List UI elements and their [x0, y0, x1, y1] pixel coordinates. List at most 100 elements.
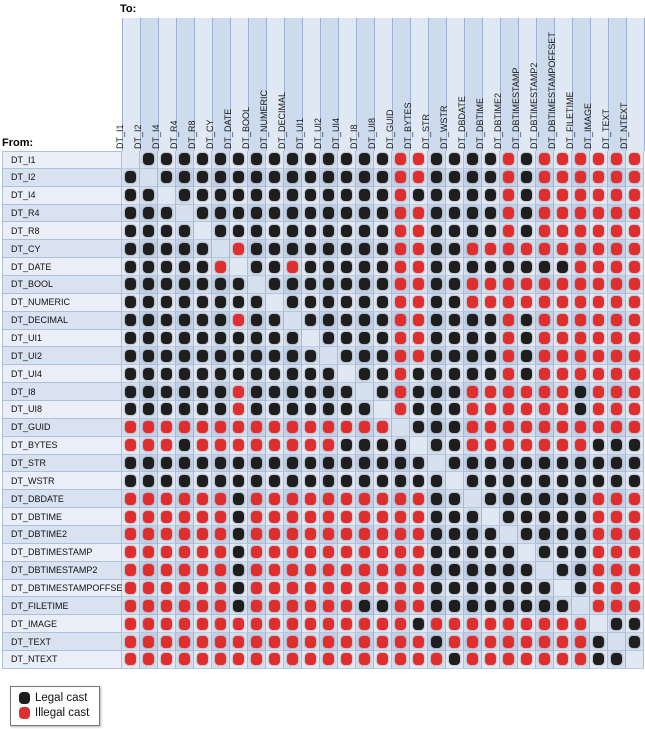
- illegal-cast-dot: [287, 599, 298, 612]
- cell-DT_DBTIMESTAMPOFFSET-to-DT_NTEXT: [626, 579, 644, 598]
- legal-cast-dot: [233, 189, 244, 202]
- legal-cast-dot: [287, 385, 298, 398]
- legal-cast-dot: [485, 582, 496, 595]
- illegal-cast-dot: [143, 599, 154, 612]
- illegal-cast-dot: [593, 599, 604, 612]
- cell-DT_DECIMAL-to-DT_I1: [122, 311, 140, 330]
- illegal-cast-dot: [395, 546, 406, 559]
- cell-DT_BYTES-to-DT_DBTIMESTAMP2: [536, 436, 554, 455]
- illegal-cast-dot: [611, 349, 622, 362]
- cell-DT_I1-to-DT_DATE: [230, 151, 248, 169]
- legal-cast-dot: [503, 474, 514, 487]
- matrix-row-DT_I1: DT_I1: [2, 151, 644, 169]
- matrix-row-DT_I2: DT_I2: [2, 168, 644, 187]
- cell-DT_TEXT-to-DT_DBTIMESTAMP: [518, 633, 536, 652]
- legal-cast-dot: [413, 385, 424, 398]
- illegal-cast-dot: [233, 635, 244, 648]
- cell-DT_I2-to-DT_WSTR: [446, 168, 464, 187]
- cell-DT_I4-to-DT_I1: [122, 186, 140, 205]
- cell-DT_DBDATE-to-DT_GUID: [392, 490, 410, 509]
- cell-DT_STR-to-DT_TEXT: [608, 454, 626, 473]
- legal-cast-dot: [449, 153, 460, 166]
- cell-DT_BYTES-to-DT_I1: [122, 436, 140, 455]
- cell-DT_NTEXT-to-DT_DBTIMESTAMP: [518, 651, 536, 669]
- cell-DT_DATE-to-DT_I8: [356, 258, 374, 277]
- cell-DT_I1-to-DT_BYTES: [410, 151, 428, 169]
- cell-DT_NTEXT-to-DT_DBTIMESTAMP2: [536, 651, 554, 669]
- legal-cast-dot: [431, 224, 442, 237]
- cell-DT_UI1-to-DT_I1: [122, 329, 140, 348]
- legal-cast-dot: [215, 474, 226, 487]
- col-header-DT_CY: DT_CY: [205, 18, 231, 151]
- illegal-cast-dot: [629, 385, 640, 398]
- illegal-cast-dot: [323, 564, 334, 577]
- cell-DT_DBTIMESTAMPOFFSET-to-DT_DBDATE: [464, 579, 482, 598]
- cell-DT_IMAGE-to-DT_NUMERIC: [266, 615, 284, 634]
- legal-cast-dot: [557, 474, 568, 487]
- cell-DT_DBTIME2-to-DT_NUMERIC: [266, 526, 284, 544]
- cell-DT_WSTR-to-DT_UI8: [374, 472, 392, 491]
- cell-DT_I1-to-DT_CY: [212, 151, 230, 169]
- illegal-cast-dot: [611, 332, 622, 345]
- cell-DT_I2-to-DT_DATE: [230, 168, 248, 187]
- cell-DT_DBTIME-to-DT_I4: [158, 508, 176, 527]
- legal-cast-dot: [521, 207, 532, 219]
- cell-DT_IMAGE-to-DT_I8: [356, 615, 374, 634]
- cell-DT_NUMERIC-to-DT_DBDATE: [464, 293, 482, 312]
- legal-cast-dot: [611, 653, 622, 666]
- cell-DT_I1-to-DT_DBTIME: [482, 151, 500, 169]
- cell-DT_IMAGE-to-DT_DBDATE: [464, 615, 482, 634]
- illegal-cast-dot: [521, 439, 532, 452]
- illegal-cast-dot: [575, 421, 586, 434]
- illegal-cast-dot: [233, 242, 244, 255]
- cell-DT_DBTIMESTAMP2-to-DT_I2: [140, 561, 158, 580]
- cell-DT_CY-to-DT_UI8: [374, 240, 392, 259]
- cell-DT_NTEXT-to-DT_DECIMAL: [284, 651, 302, 669]
- legal-cast-dot: [143, 189, 154, 202]
- cell-DT_I1-to-DT_I1: [122, 151, 140, 169]
- legal-cast-dot: [161, 224, 172, 237]
- col-header-DT_DBTIME2: DT_DBTIME2: [493, 18, 519, 151]
- cell-DT_I2-to-DT_IMAGE: [590, 168, 608, 187]
- illegal-cast-dot: [125, 599, 136, 612]
- illegal-cast-dot: [395, 224, 406, 237]
- cell-DT_WSTR-to-DT_DBDATE: [464, 472, 482, 491]
- cast-matrix-grid: DT_I1 DT_I2 DT_I4 DT_R4 DT_R8 DT_CY DT_DATE DT_…: [2, 151, 644, 669]
- cell-DT_TEXT-to-DT_BOOL: [248, 633, 266, 652]
- cell-DT_R4-to-DT_BYTES: [410, 204, 428, 223]
- legal-cast-dot: [521, 457, 532, 470]
- cell-DT_I1-to-DT_DBDATE: [464, 151, 482, 169]
- cell-DT_DBTIME2-to-DT_DBTIME: [482, 526, 500, 544]
- cell-DT_DBTIMESTAMP2-to-DT_UI4: [338, 561, 356, 580]
- from-axis-label: From:: [2, 137, 34, 149]
- legal-cast-dot: [341, 314, 352, 327]
- illegal-cast-dot: [215, 260, 226, 273]
- illegal-cast-dot: [179, 528, 190, 541]
- cell-DT_I1-to-DT_NTEXT: [626, 151, 644, 169]
- illegal-cast-dot: [629, 296, 640, 309]
- cell-DT_I8-to-DT_R8: [194, 383, 212, 402]
- illegal-cast-dot: [395, 492, 406, 505]
- cell-DT_STR-to-DT_DECIMAL: [284, 454, 302, 473]
- illegal-cast-dot: [503, 635, 514, 648]
- illegal-cast-dot: [179, 617, 190, 630]
- illegal-cast-dot: [611, 189, 622, 202]
- legal-cast-dot: [215, 278, 226, 291]
- cell-DT_IMAGE-to-DT_DBTIMESTAMP2: [536, 615, 554, 634]
- cell-DT_NUMERIC-to-DT_DBTIME2: [500, 293, 518, 312]
- legal-cast-dot: [305, 314, 316, 327]
- illegal-cast-dot: [629, 332, 640, 345]
- illegal-cast-dot: [269, 617, 280, 630]
- legal-cast-dot: [359, 153, 370, 166]
- cell-DT_GUID-to-DT_WSTR: [446, 418, 464, 437]
- cell-DT_R4-to-DT_UI8: [374, 204, 392, 223]
- cell-DT_DBTIME-to-DT_FILETIME: [572, 508, 590, 527]
- legal-cast-swatch-icon: [19, 692, 30, 704]
- col-header-label: DT_WSTR: [439, 105, 449, 150]
- legal-cast-dot: [233, 207, 244, 219]
- cell-DT_DBDATE-to-DT_DBDATE: [464, 490, 482, 509]
- cell-DT_WSTR-to-DT_DBTIMESTAMP2: [536, 472, 554, 491]
- cell-DT_UI8-to-DT_CY: [212, 401, 230, 419]
- legal-cast-dot: [431, 635, 442, 648]
